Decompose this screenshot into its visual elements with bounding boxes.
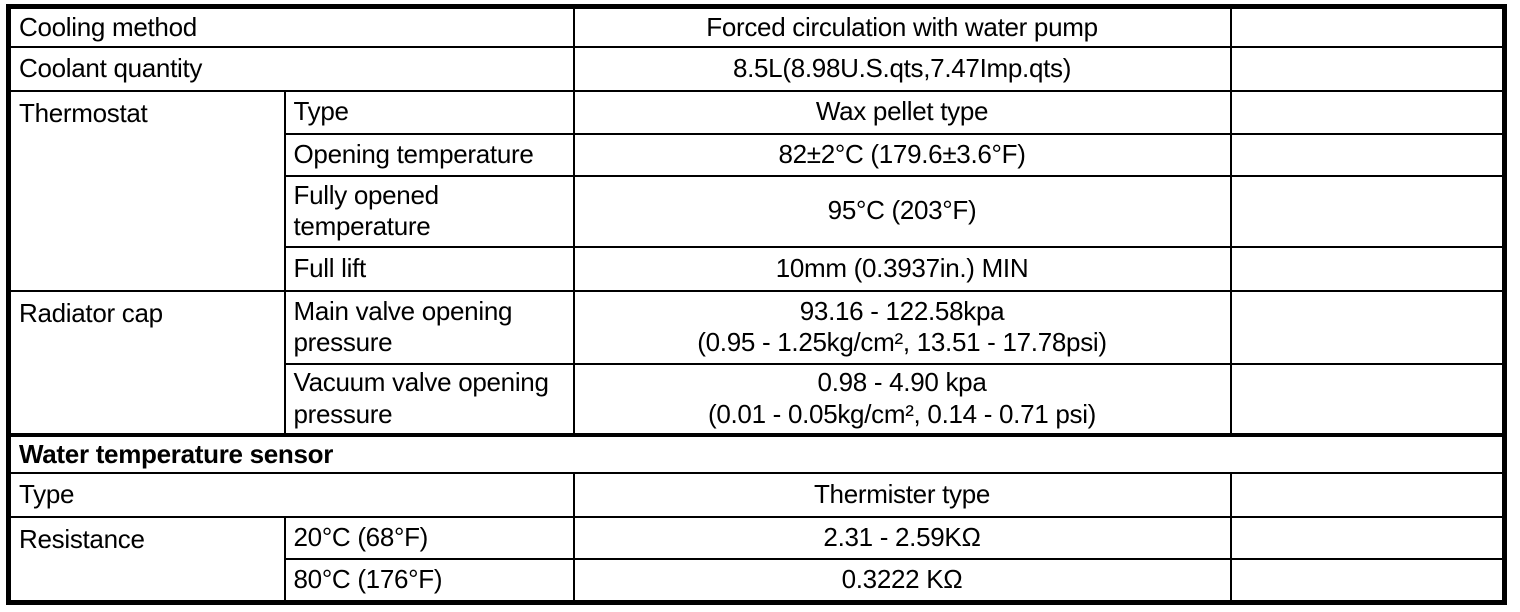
fully-opened-temperature-label: Fully opened temperature [283,174,575,248]
table-row: Vacuum valve opening pressure 0.98 - 4.9… [9,362,1506,436]
opening-temperature-label: Opening temperature [283,132,575,177]
radiator-cap-label: Radiator cap [7,289,286,436]
value-line: 0.98 - 4.90 kpa [817,367,987,398]
table-row: Fully opened temperature 95°C (203°F) [9,174,1506,248]
empty-cell [1229,557,1506,604]
resistance-at-20c-value: 2.31 - 2.59KΩ [572,515,1232,560]
thermostat-type-label: Type [283,89,575,135]
empty-cell [1229,89,1506,135]
coolant-quantity-value: 8.5L(8.98U.S.qts,7.47Imp.qts) [572,45,1232,92]
empty-cell [1229,471,1506,518]
table-row: 80°C (176°F) 0.3222 KΩ [9,557,1506,604]
sensor-type-label: Type [7,471,575,518]
resistance-at-20c-label: 20°C (68°F) [283,515,575,560]
sensor-type-value: Thermister type [572,471,1232,518]
empty-cell [1229,289,1506,365]
table-row: Full lift 10mm (0.3937in.) MIN [9,245,1506,292]
resistance-label: Resistance [7,515,286,604]
coolant-quantity-label: Coolant quantity [7,45,575,92]
table-row: Cooling method Forced circulation with w… [7,5,1506,48]
vacuum-valve-opening-pressure-label: Vacuum valve opening pressure [283,362,575,436]
empty-cell [1229,132,1506,177]
value-line: 93.16 - 122.58kpa [799,295,1005,326]
table-row: Opening temperature 82±2°C (179.6±3.6°F) [9,132,1506,177]
full-lift-label: Full lift [283,245,575,292]
cooling-method-value: Forced circulation with water pump [572,5,1232,48]
table-row: Water temperature sensor [7,432,1506,474]
empty-cell [1229,362,1506,436]
value-line: (0.95 - 1.25kg/cm², 13.51 - 17.78psi) [697,327,1107,357]
empty-cell [1229,515,1506,560]
table-row: Coolant quantity 8.5L(8.98U.S.qts,7.47Im… [7,45,1506,92]
cooling-system-spec-table: Cooling method Forced circulation with w… [6,4,1508,606]
table-row: Type Thermister type [7,471,1506,518]
table-row: Radiator cap Main valve opening pressure… [7,289,1506,436]
main-valve-opening-pressure-label: Main valve opening pressure [283,289,575,365]
table-row: Thermostat Type Wax pellet type [7,89,1506,292]
fully-opened-temperature-value: 95°C (203°F) [572,174,1232,248]
full-lift-value: 10mm (0.3937in.) MIN [572,245,1232,292]
water-temperature-sensor-section-header: Water temperature sensor [7,432,1506,474]
empty-cell [1229,45,1506,92]
resistance-at-80c-value: 0.3222 KΩ [572,557,1232,604]
thermostat-type-value: Wax pellet type [572,89,1232,135]
empty-cell [1229,5,1506,48]
table-row: Resistance 20°C (68°F) 2.31 - 2.59KΩ [7,515,1506,604]
cooling-method-label: Cooling method [7,5,575,48]
resistance-at-80c-label: 80°C (176°F) [283,557,575,604]
main-valve-opening-pressure-value: 93.16 - 122.58kpa (0.95 - 1.25kg/cm², 13… [572,289,1232,365]
value-line: (0.01 - 0.05kg/cm², 0.14 - 0.71 psi) [707,398,1097,429]
empty-cell [1229,245,1506,292]
vacuum-valve-opening-pressure-value: 0.98 - 4.90 kpa (0.01 - 0.05kg/cm², 0.14… [572,362,1232,436]
opening-temperature-value: 82±2°C (179.6±3.6°F) [572,132,1232,177]
empty-cell [1229,174,1506,248]
thermostat-label: Thermostat [7,89,286,292]
